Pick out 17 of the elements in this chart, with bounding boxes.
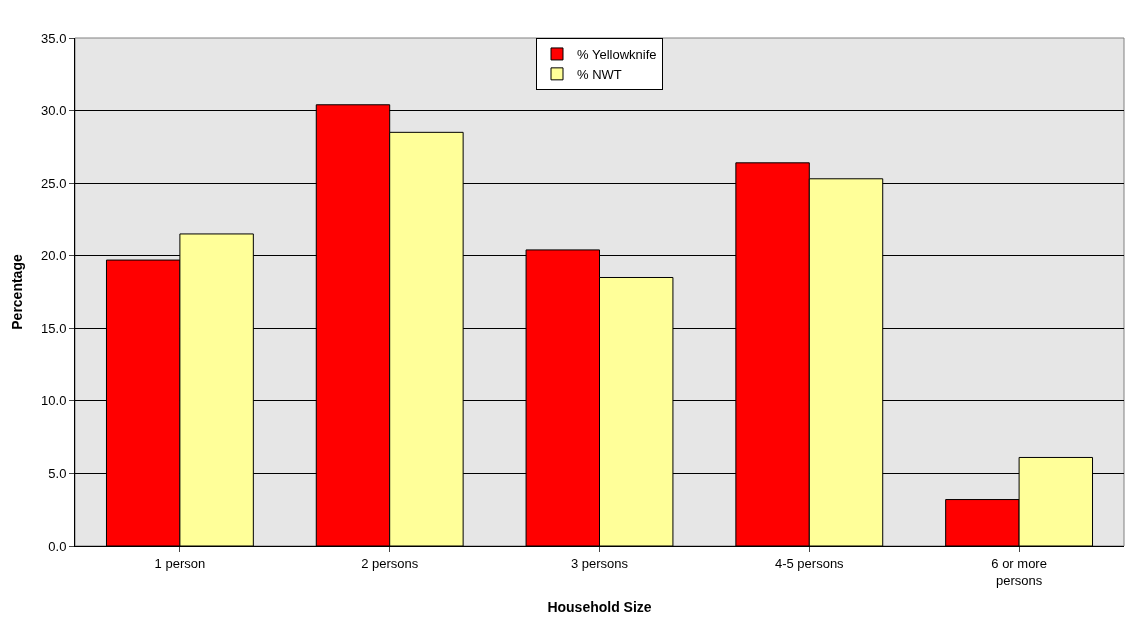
y-tick-label: 35.0 — [41, 30, 67, 46]
x-tick-label: 3 persons — [570, 555, 629, 571]
x-tick-label: 6 or more persons — [991, 555, 1047, 588]
y-tick-label: 15.0 — [41, 320, 67, 336]
legend-label: % NWT — [577, 66, 622, 82]
x-tick-label: 4-5 persons — [774, 555, 845, 571]
legend-label: % Yellowknife — [577, 47, 657, 63]
y-tick-label: 5.0 — [48, 465, 67, 481]
y-axis-title: Percentage — [8, 254, 25, 330]
x-tick-label: 1 person — [154, 555, 206, 571]
y-tick-label: 0.0 — [48, 538, 67, 554]
y-tick-label: 10.0 — [41, 393, 67, 409]
y-tick-label: 20.0 — [41, 248, 67, 264]
x-axis-title: Household Size — [547, 598, 652, 615]
y-tick-label: 30.0 — [41, 103, 67, 119]
x-tick-label: 2 persons — [361, 555, 419, 571]
y-tick-label: 25.0 — [41, 175, 67, 191]
